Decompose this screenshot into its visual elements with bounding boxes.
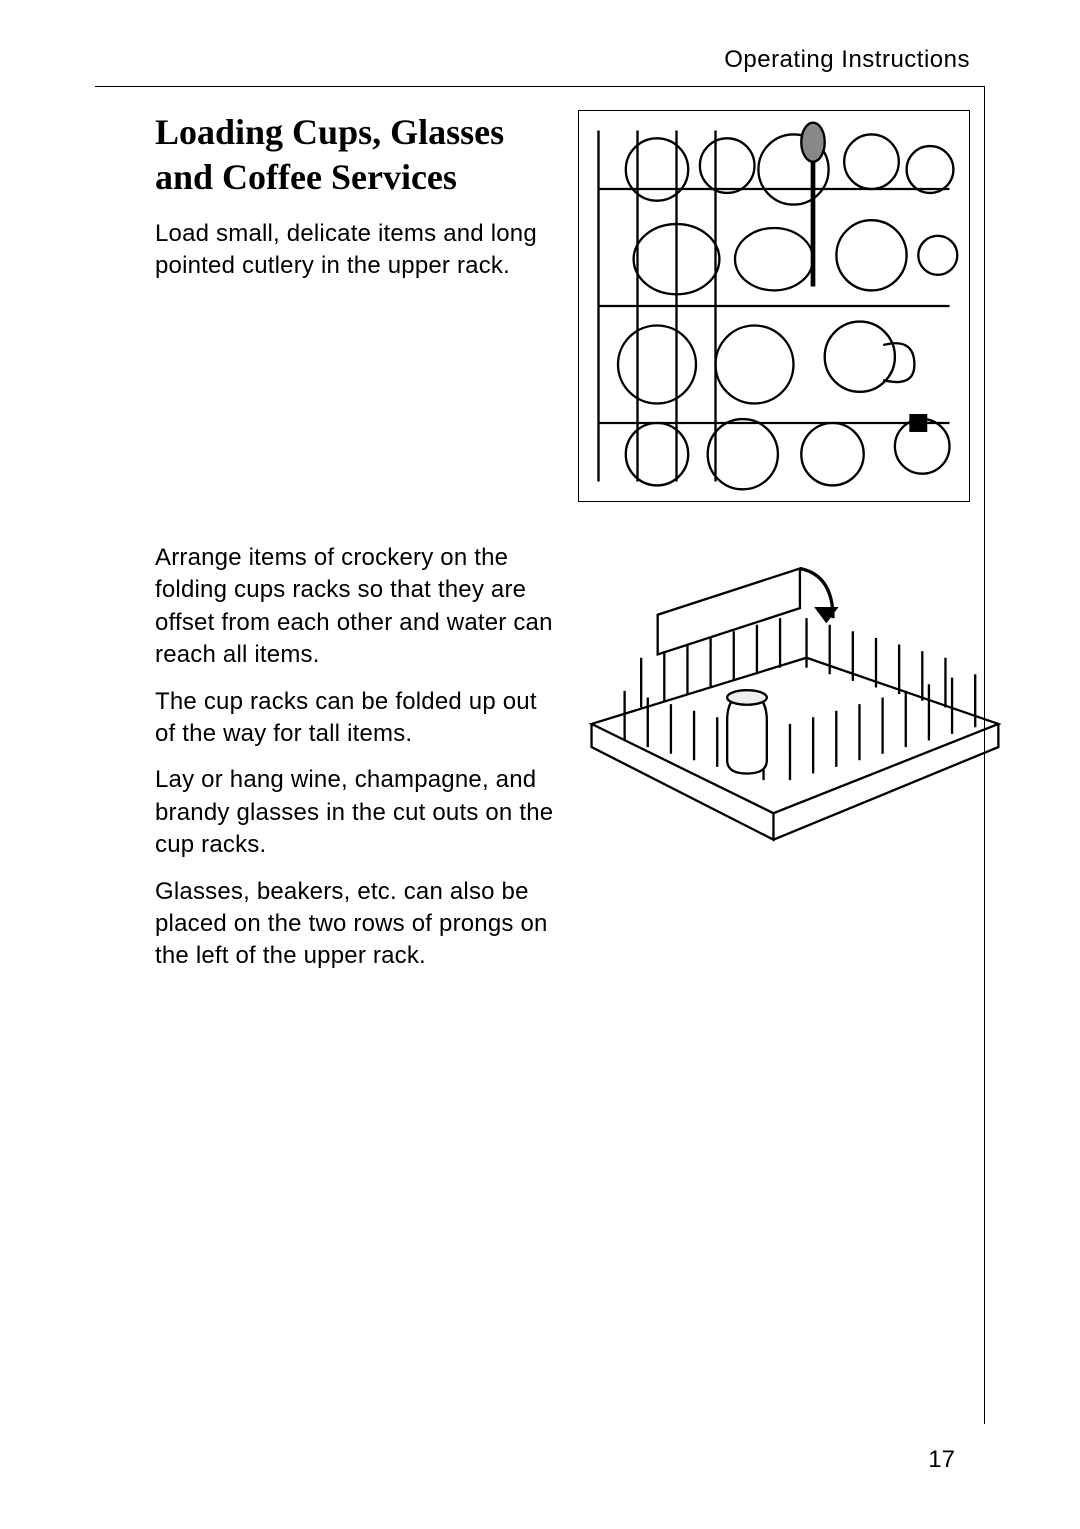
- intro-paragraph: Load small, delicate items and long poin…: [155, 218, 555, 283]
- row-intro: Loading Cups, Glasses and Coffee Service…: [155, 110, 970, 502]
- running-head: Operating Instructions: [724, 46, 970, 73]
- content-area: Loading Cups, Glasses and Coffee Service…: [155, 110, 970, 1027]
- fig2-col: [575, 542, 1005, 872]
- paragraph-3: Lay or hang wine, champagne, and brandy …: [155, 764, 555, 861]
- row-details: Arrange items of crockery on the folding…: [155, 542, 970, 987]
- details-text-col: Arrange items of crockery on the folding…: [155, 542, 555, 987]
- running-head-area: Operating Instructions: [110, 46, 970, 74]
- paragraph-4: Glasses, beakers, etc. can also be place…: [155, 876, 555, 973]
- paragraph-1: Arrange items of crockery on the folding…: [155, 542, 555, 672]
- figure-perspective-rack: [575, 542, 1005, 872]
- manual-page: Operating Instructions Loading Cups, Gla…: [0, 0, 1080, 1529]
- rack-perspective-icon: [575, 542, 1005, 873]
- header-rule: [95, 86, 985, 87]
- fig1-col: [575, 110, 970, 502]
- section-title: Loading Cups, Glasses and Coffee Service…: [155, 110, 555, 200]
- paragraph-2: The cup racks can be folded up out of th…: [155, 686, 555, 751]
- page-number: 17: [928, 1446, 955, 1474]
- figure-top-view-rack: [578, 110, 970, 502]
- intro-text-col: Loading Cups, Glasses and Coffee Service…: [155, 110, 555, 297]
- rack-top-view-icon: [579, 111, 969, 501]
